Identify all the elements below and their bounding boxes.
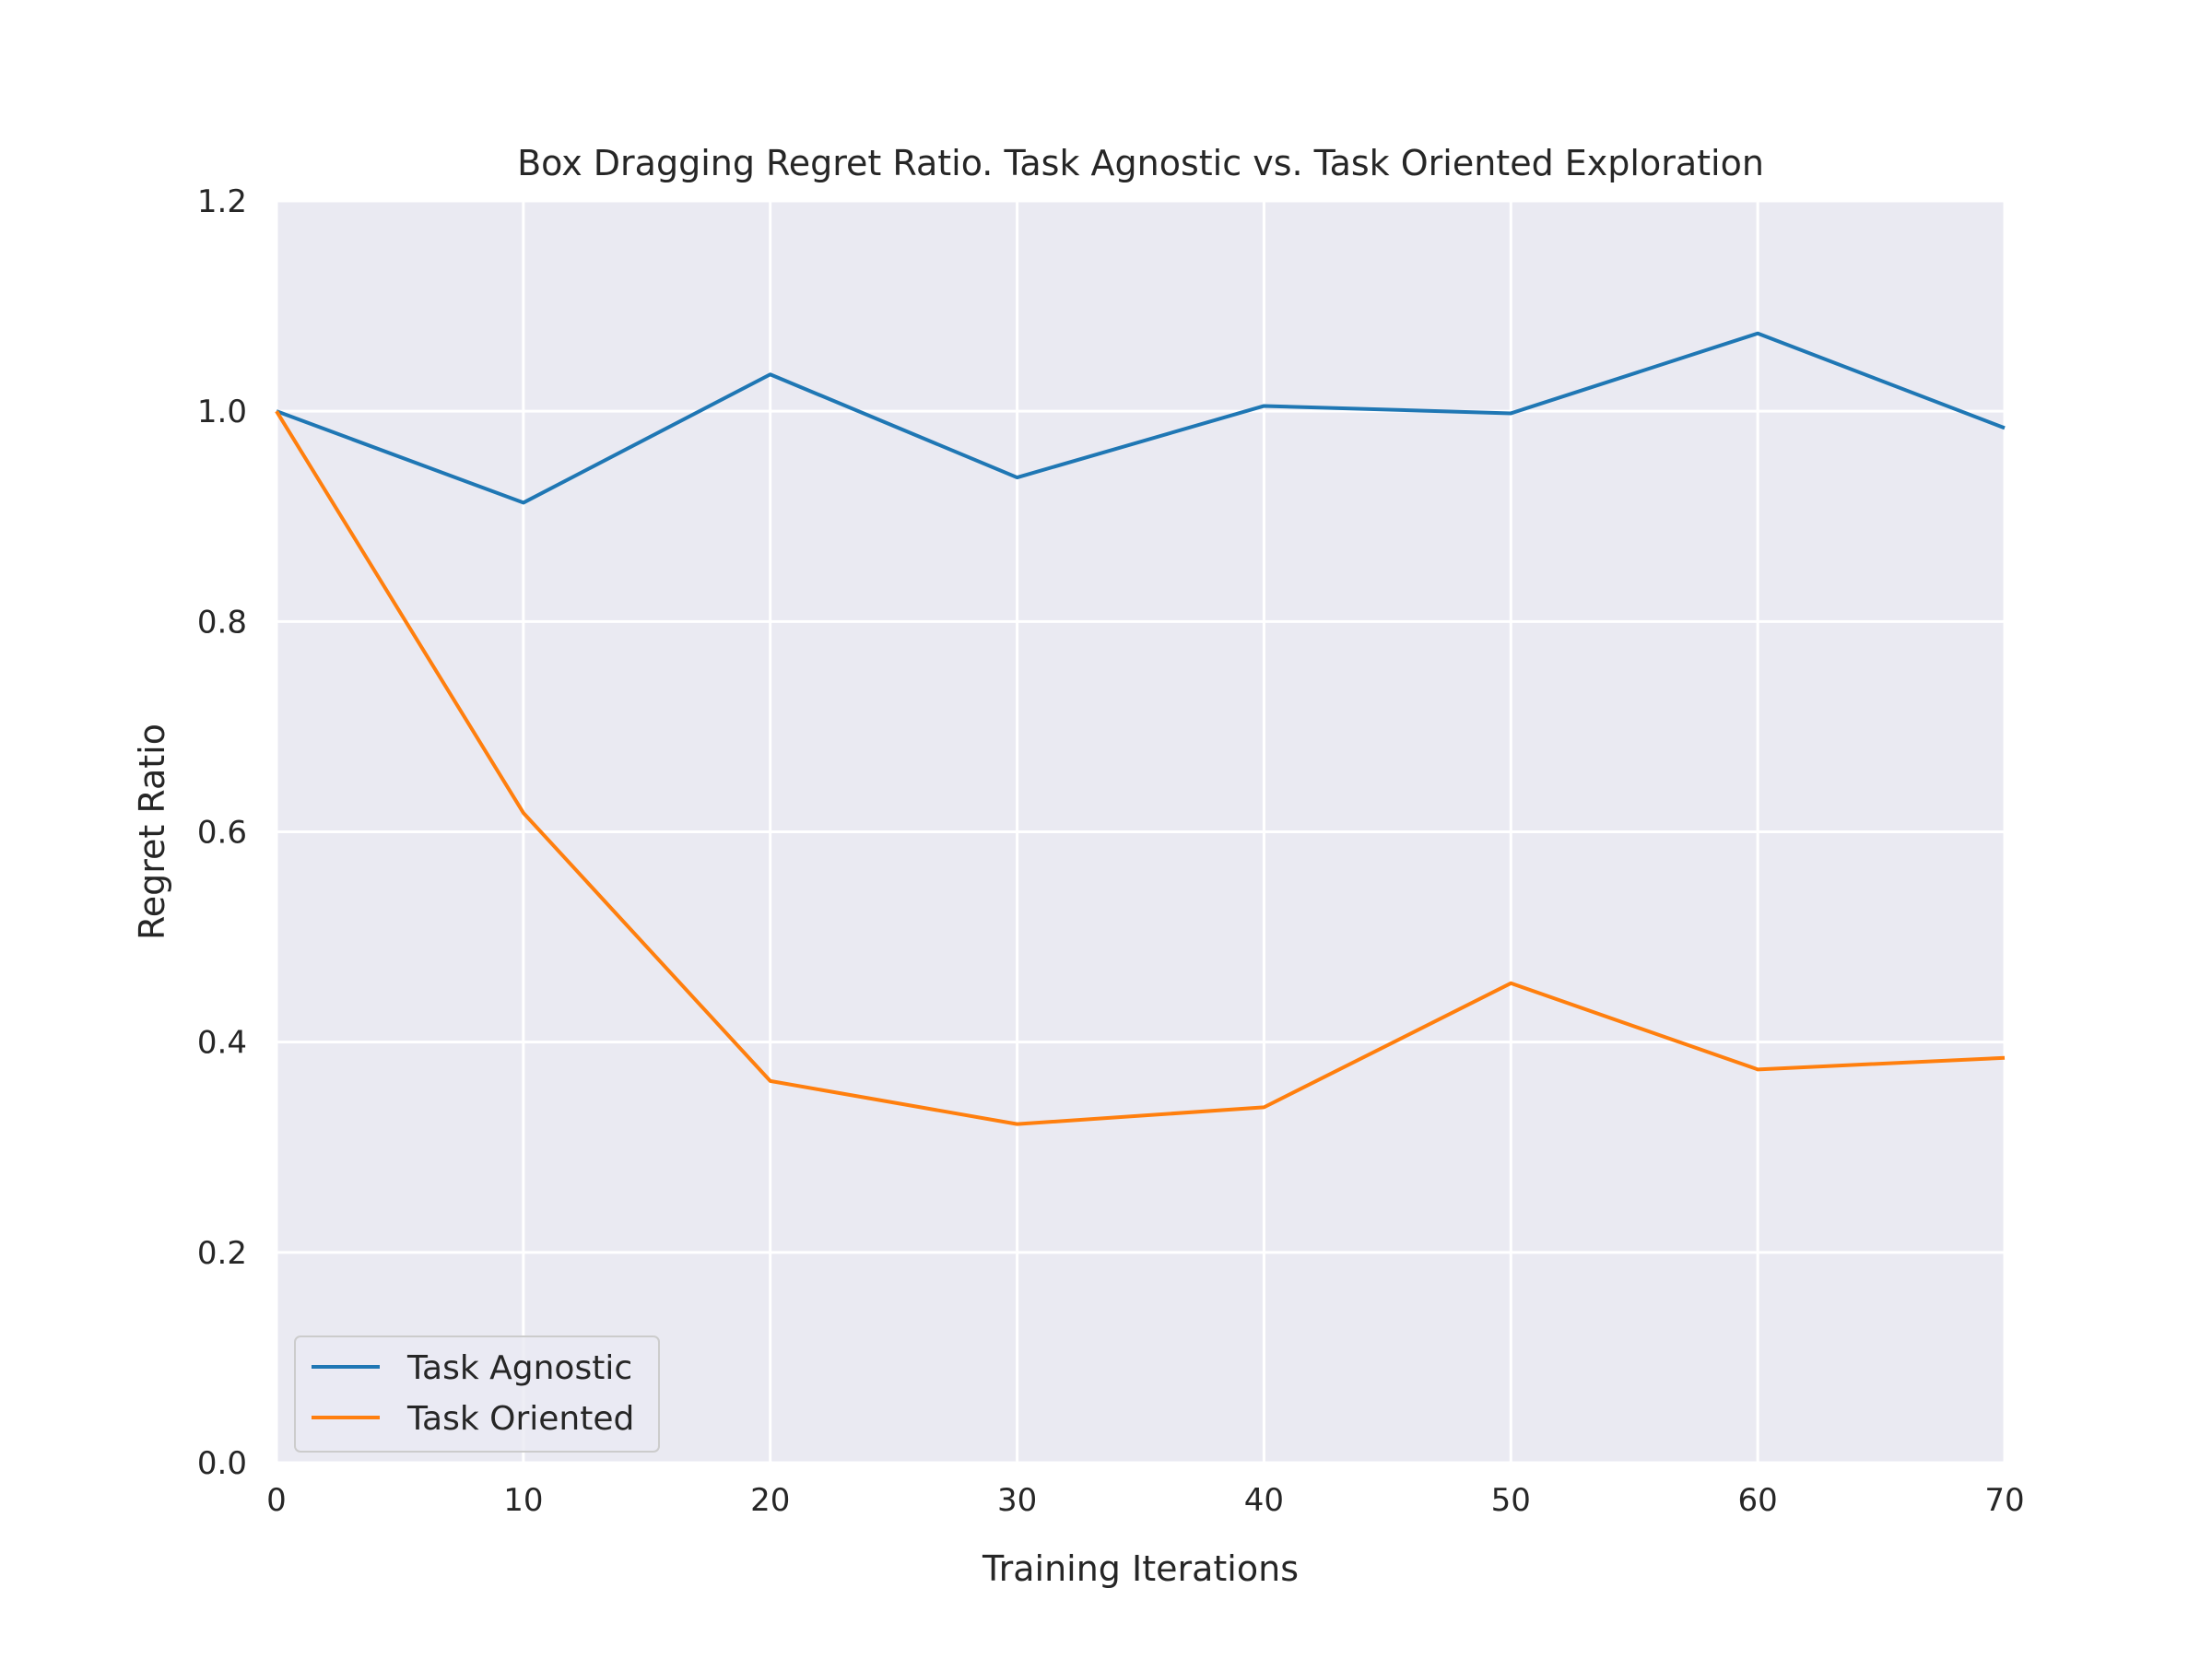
x-tick-label: 40 bbox=[1244, 1482, 1284, 1519]
y-tick-label: 0.6 bbox=[197, 815, 247, 852]
y-tick-label: 0.8 bbox=[197, 604, 247, 641]
y-axis-ticks: 0.0 0.2 0.4 0.6 0.8 1.0 1.2 bbox=[197, 183, 247, 1482]
legend-box bbox=[294, 1335, 660, 1453]
gridlines bbox=[275, 199, 2006, 1465]
series-task-oriented bbox=[275, 410, 2006, 1126]
series-line bbox=[275, 410, 2006, 1126]
y-tick-label: 0.2 bbox=[197, 1235, 247, 1272]
x-tick-label: 30 bbox=[997, 1482, 1037, 1519]
x-tick-label: 0 bbox=[266, 1482, 287, 1519]
x-tick-label: 20 bbox=[750, 1482, 790, 1519]
y-tick-label: 0.0 bbox=[197, 1445, 247, 1482]
legend: Task Agnostic Task Oriented bbox=[294, 1335, 660, 1453]
y-tick-label: 1.2 bbox=[197, 183, 247, 220]
series-line bbox=[276, 331, 2006, 505]
series-lines bbox=[275, 331, 2006, 1126]
x-tick-label: 70 bbox=[1984, 1482, 2024, 1519]
legend-label: Task Oriented bbox=[406, 1400, 634, 1438]
x-axis-ticks: 0 10 20 30 40 50 60 70 bbox=[266, 1482, 2024, 1519]
y-tick-label: 0.4 bbox=[197, 1025, 247, 1062]
chart-title: Box Dragging Regret Ratio. Task Agnostic… bbox=[517, 143, 1764, 183]
y-tick-label: 1.0 bbox=[197, 394, 247, 430]
x-axis-label: Training Iterations bbox=[982, 1548, 1299, 1589]
legend-label: Task Agnostic bbox=[406, 1349, 632, 1387]
x-tick-label: 60 bbox=[1738, 1482, 1778, 1519]
x-tick-label: 10 bbox=[503, 1482, 543, 1519]
y-axis-label: Regret Ratio bbox=[132, 724, 172, 940]
series-task-agnostic bbox=[276, 331, 2006, 505]
x-tick-label: 50 bbox=[1491, 1482, 1531, 1519]
